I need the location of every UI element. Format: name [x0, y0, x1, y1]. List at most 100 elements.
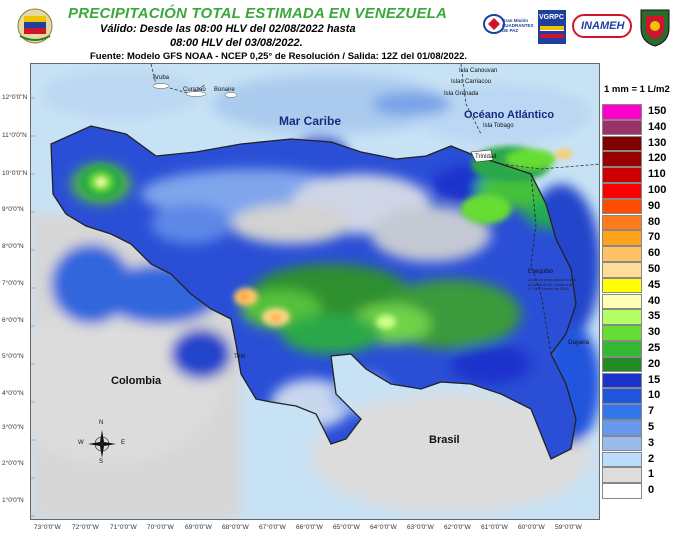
country-guyana-label: Guyana — [568, 340, 590, 346]
legend-swatch — [602, 230, 642, 246]
legend-item: 60 — [602, 246, 680, 262]
legend-swatch — [602, 420, 642, 436]
lon-label: 72°0'0"W — [72, 524, 99, 531]
legend-item: 120 — [602, 151, 680, 167]
legend-swatch — [602, 214, 642, 231]
legend-item: 10 — [602, 388, 680, 404]
legend-label: 110 — [648, 168, 666, 181]
legend-item: 5 — [602, 420, 680, 436]
legend-swatch — [602, 356, 642, 373]
legend-swatch — [602, 183, 642, 199]
legend-item: 80 — [602, 214, 680, 231]
legend-label: 50 — [648, 263, 661, 275]
legend-item: 150 — [602, 104, 680, 120]
legend-swatch — [602, 167, 642, 183]
compass-n: N — [99, 420, 104, 426]
legend-item: 0 — [602, 483, 680, 499]
legend-swatch — [602, 135, 642, 152]
country-colombia-label: Colombia — [111, 375, 162, 387]
compass-w: W — [78, 440, 84, 446]
lat-label: 9°0'0"N — [2, 206, 24, 213]
sea-label: Mar Caribe — [279, 114, 342, 128]
legend-swatch — [602, 309, 642, 325]
legend-swatch — [602, 262, 642, 278]
lat-label: 12°0'0"N — [2, 94, 28, 101]
place-curazao: Curazao — [183, 87, 206, 93]
lon-label: 71°0'0"W — [110, 524, 137, 531]
legend-swatch — [602, 119, 642, 136]
legend-item: 45 — [602, 277, 680, 294]
lon-label: 65°0'0"W — [333, 524, 360, 531]
legend-item: 70 — [602, 230, 680, 246]
legend-swatch — [602, 293, 642, 310]
lon-label: 68°0'0"W — [222, 524, 249, 531]
lon-label: 60°0'0"W — [518, 524, 545, 531]
legend-item: 90 — [602, 198, 680, 215]
legend-label: 30 — [648, 326, 661, 339]
esequibo-note: Zona en reclamación sujeta al Acuerdo de… — [528, 277, 578, 291]
lon-label: 69°0'0"W — [185, 524, 212, 531]
compass-s: S — [99, 459, 104, 465]
legend-item: 3 — [602, 435, 680, 452]
legend-label: 0 — [648, 484, 655, 497]
lat-label: 4°0'0"N — [2, 390, 24, 397]
lat-label: 6°0'0"N — [2, 317, 24, 324]
place-esequibo: Esequibo — [528, 269, 554, 275]
place-aruba: Aruba — [153, 75, 170, 81]
place-bonaire: Bonaire — [214, 87, 235, 93]
legend-swatch — [602, 104, 642, 120]
map-canvas — [31, 64, 599, 519]
lon-label: 62°0'0"W — [444, 524, 471, 531]
legend-item: 40 — [602, 293, 680, 310]
legend-swatch — [602, 372, 642, 389]
lon-label: 73°0'0"W — [34, 524, 61, 531]
place-trinidad: Trinidad — [475, 154, 497, 160]
cuadrantes-logo-text: Gran Misión CUADRANTES DE PAZ — [502, 18, 534, 33]
legend-item: 2 — [602, 451, 680, 468]
legend-label: 7 — [648, 405, 655, 418]
legend-label: 5 — [648, 421, 655, 433]
lat-label: 10°0'0"N — [2, 170, 28, 177]
legend-swatch — [602, 341, 642, 357]
map-title: PRECIPITACIÓN TOTAL ESTIMADA EN VENEZUEL… — [68, 5, 448, 22]
legend-item: 25 — [602, 341, 680, 357]
legend-swatch — [602, 325, 642, 341]
lat-label: 1°0'0"N — [2, 497, 24, 504]
place-canouvan: Isla Canouvan — [459, 68, 498, 74]
legend-swatch — [602, 435, 642, 452]
legend-label: 130 — [648, 136, 667, 149]
place-tobago: Isla Tobago — [483, 123, 514, 129]
legend-swatch — [602, 388, 642, 404]
legend-item: 7 — [602, 404, 680, 420]
lon-label: 61°0'0"W — [481, 524, 508, 531]
lon-label: 63°0'0"W — [407, 524, 434, 531]
header: PRECIPITACIÓN TOTAL ESTIMADA EN VENEZUEL… — [0, 0, 680, 64]
legend-item: 130 — [602, 135, 680, 152]
inameh-logo: INAMEH — [572, 14, 632, 38]
legend-swatch — [602, 151, 642, 167]
legend-swatch — [602, 451, 642, 468]
lon-label: 64°0'0"W — [370, 524, 397, 531]
legend-label: 70 — [648, 231, 661, 244]
precipitation-legend: 1 mm = 1 L/m2 150 140 130 120 110 100 90 80 70 60… — [602, 80, 680, 510]
legend-label: 3 — [648, 436, 655, 449]
legend-label: 120 — [648, 152, 667, 165]
venezuela-emblem-logo — [17, 8, 53, 44]
legend-item: 140 — [602, 119, 680, 136]
place-carriacou: Islas Carriacou — [451, 79, 492, 85]
cuadrantes-de-paz-logo: Gran Misión CUADRANTES DE PAZ — [482, 12, 534, 38]
lat-label: 8°0'0"N — [2, 243, 24, 250]
lon-label: 59°0'0"W — [555, 524, 582, 531]
legend-item: 1 — [602, 467, 680, 483]
legend-label: 100 — [648, 184, 667, 196]
legend-item: 50 — [602, 262, 680, 278]
legend-label: 25 — [648, 342, 661, 354]
legend-item: 30 — [602, 325, 680, 341]
compass-rose: N S W E — [78, 420, 125, 465]
legend-item: 35 — [602, 309, 680, 325]
legend-item: 15 — [602, 372, 680, 389]
legend-label: 10 — [648, 389, 661, 402]
legend-label: 90 — [648, 199, 661, 212]
compass-e: E — [121, 440, 126, 446]
source-line: Fuente: Modelo GFS NOAA - NCEP 0,25° de … — [90, 51, 468, 62]
